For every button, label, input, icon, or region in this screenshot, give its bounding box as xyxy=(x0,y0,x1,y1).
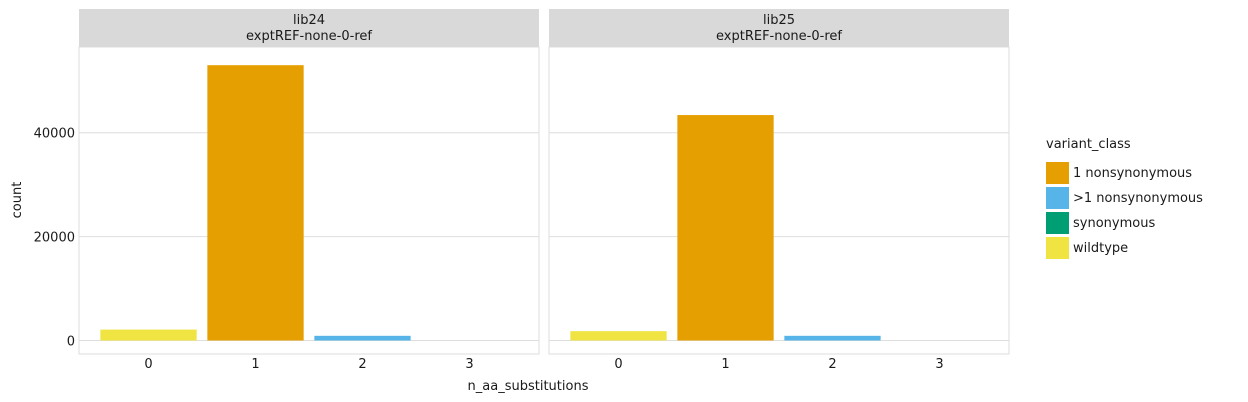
facet-strip-sublabel: exptREF-none-0-ref xyxy=(246,29,372,44)
y-tick-label: 40000 xyxy=(34,127,75,142)
legend-swatch xyxy=(1046,162,1069,184)
legend-label: 1 nonsynonymous xyxy=(1073,166,1192,181)
legend-label: synonymous xyxy=(1073,216,1155,231)
facet-strip xyxy=(79,9,539,47)
panel-background xyxy=(78,46,540,355)
facet-strip-sublabel: exptREF-none-0-ref xyxy=(716,29,842,44)
panel-background xyxy=(548,46,1010,355)
facet-strip xyxy=(549,9,1009,47)
y-axis-ticks: 0 20000 40000 xyxy=(34,127,75,350)
y-tick-label: 20000 xyxy=(34,231,75,246)
legend-title: variant_class xyxy=(1046,137,1131,152)
x-tick-label: 2 xyxy=(828,357,836,372)
x-tick-label: 1 xyxy=(251,357,259,372)
bar-1 xyxy=(677,115,774,341)
bar-2 xyxy=(784,335,881,341)
facet-strip-label: lib25 xyxy=(763,13,795,28)
legend-swatch xyxy=(1046,237,1069,259)
bar-1 xyxy=(207,65,304,341)
y-axis-title: count xyxy=(10,182,25,219)
legend: variant_class 1 nonsynonymous >1 nonsynon… xyxy=(1046,137,1203,259)
legend-swatch xyxy=(1046,187,1069,209)
legend-label: wildtype xyxy=(1073,241,1128,256)
bar-0 xyxy=(100,329,197,341)
facet-strip-label: lib24 xyxy=(293,13,325,28)
x-tick-label: 3 xyxy=(465,357,473,372)
legend-swatch xyxy=(1046,212,1069,234)
x-axis-title: n_aa_substitutions xyxy=(468,379,589,394)
bar-0 xyxy=(570,331,667,341)
x-tick-label: 0 xyxy=(614,357,622,372)
y-tick-label: 0 xyxy=(67,334,75,349)
x-tick-label: 0 xyxy=(144,357,152,372)
x-tick-label: 1 xyxy=(721,357,729,372)
bar-2 xyxy=(314,335,411,341)
x-tick-label: 2 xyxy=(358,357,366,372)
legend-label: >1 nonsynonymous xyxy=(1073,191,1203,206)
x-tick-label: 3 xyxy=(935,357,943,372)
